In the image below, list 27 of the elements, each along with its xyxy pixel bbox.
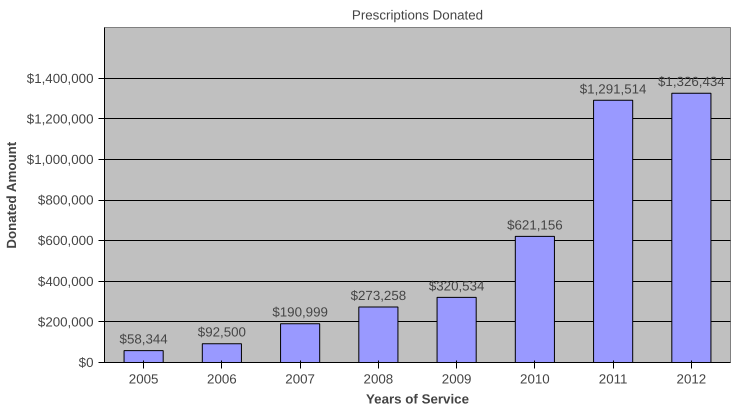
data-label: $190,999 [272, 304, 328, 320]
x-tick-label: 2010 [520, 372, 550, 386]
y-tick-label: $600,000 [38, 233, 94, 248]
x-tick-label: 2011 [598, 372, 628, 386]
data-label: $320,534 [428, 278, 486, 294]
y-tick-label: $1,000,000 [26, 152, 94, 167]
chart-title: Prescriptions Donated [352, 8, 484, 22]
y-tick-label: $200,000 [38, 314, 94, 330]
data-label: $1,326,434 [658, 74, 726, 90]
y-axis-title: Donated Amount [4, 141, 19, 249]
y-tick-label: $1,400,000 [26, 70, 94, 86]
x-tick-label: 2007 [285, 372, 315, 386]
y-tick-label: $0 [78, 355, 94, 370]
data-label: $92,500 [198, 324, 246, 340]
y-tick-label: $400,000 [38, 274, 94, 289]
data-label: $1,291,514 [580, 81, 648, 96]
data-label: $621,156 [507, 217, 563, 232]
x-tick-label: 2009 [442, 372, 472, 386]
data-label: $273,258 [350, 288, 406, 304]
y-tick-label: $1,200,000 [26, 111, 94, 126]
y-tick-label: $800,000 [38, 192, 94, 208]
x-tick-label: 2005 [128, 372, 158, 386]
x-axis-title: Years of Service [366, 392, 470, 406]
x-tick-label: 2006 [207, 372, 237, 386]
data-label: $58,344 [120, 332, 168, 347]
x-tick-label: 2012 [676, 372, 706, 386]
x-tick-label: 2008 [364, 372, 394, 386]
